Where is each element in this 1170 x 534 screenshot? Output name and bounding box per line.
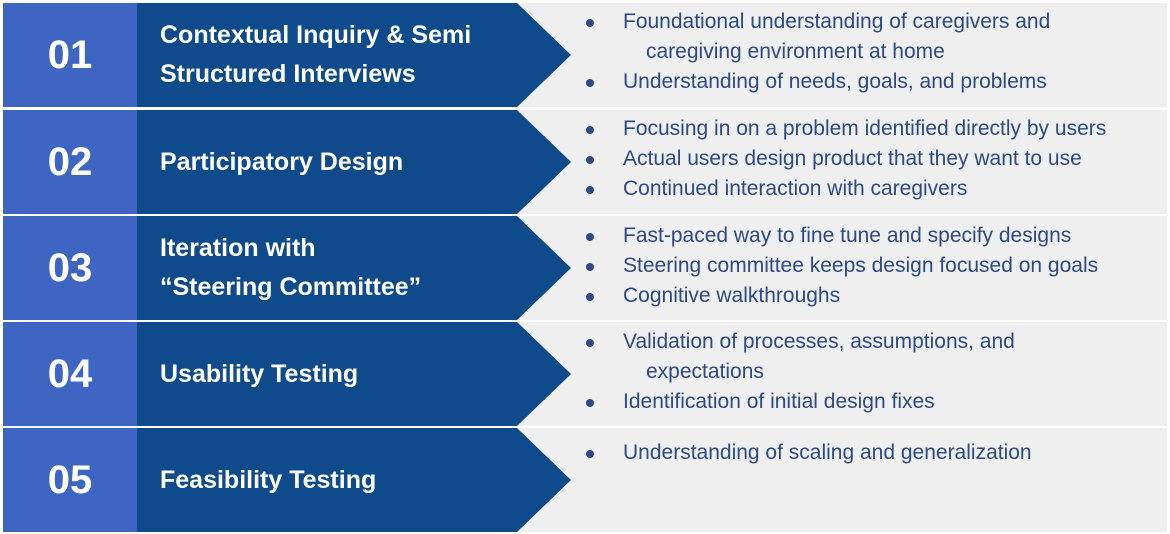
bullet-dot-icon	[586, 79, 594, 87]
step-arrow-polygon	[137, 322, 571, 426]
bullet-item: Continued interaction with caregivers	[578, 174, 1164, 204]
step-title: Contextual Inquiry & Semi Structured Int…	[160, 21, 472, 88]
bullet-item: Cognitive walkthroughs	[578, 281, 1164, 311]
bullet-item: Fast-paced way to fine tune and specify …	[578, 221, 1164, 251]
bullet-text: Understanding of needs, goals, and probl…	[623, 70, 1047, 93]
bullet-dot-icon	[586, 156, 594, 164]
step-number: 05	[47, 457, 93, 502]
step-arrow-shape	[137, 3, 571, 107]
bullet-item: Understanding of scaling and generalizat…	[578, 438, 1164, 468]
step-title-container: Contextual Inquiry & Semi Structured Int…	[160, 3, 520, 107]
bullet-text: Validation of processes, assumptions, an…	[623, 330, 1015, 353]
bullet-item: Focusing in on a problem identified dire…	[578, 114, 1164, 144]
step-title: Iteration with “Steering Committee”	[160, 234, 422, 301]
bullet-dot-icon	[586, 233, 594, 241]
step-row-04: 04 Usability Testing	[3, 322, 1167, 426]
step-title: Participatory Design	[160, 147, 404, 176]
bullet-item: Identification of initial design fixes	[578, 387, 1164, 417]
bullet-dot-icon	[586, 263, 594, 271]
step-number-box: 05	[3, 428, 137, 532]
step-arrow-polygon	[137, 428, 571, 532]
bullet-item: Actual users design product that they wa…	[578, 144, 1164, 174]
step-title: Usability Testing	[160, 359, 359, 388]
step-arrow-shape	[137, 216, 571, 320]
bullet-text: Understanding of scaling and generalizat…	[623, 441, 1032, 464]
bullet-item: Validation of processes, assumptions, an…	[578, 327, 1164, 387]
step-number: 04	[47, 351, 93, 396]
bullet-text: Focusing in on a problem identified dire…	[623, 117, 1107, 140]
step-arrow-polygon	[137, 216, 571, 320]
step-title-container: Usability Testing	[160, 322, 520, 426]
step-arrow-polygon	[137, 110, 571, 214]
step-number-box: 04	[3, 322, 137, 426]
bullet-dot-icon	[586, 399, 594, 407]
step-title-container: Feasibility Testing	[160, 428, 520, 532]
bullet-text: Steering committee keeps design focused …	[623, 254, 1099, 277]
bullet-text-continuation: caregiving environment at home	[646, 40, 945, 63]
bullet-text: Cognitive walkthroughs	[623, 284, 841, 307]
bullet-dot-icon	[586, 339, 594, 347]
step-number: 03	[47, 245, 93, 290]
bullet-text: Continued interaction with caregivers	[623, 177, 968, 200]
step-title: Feasibility Testing	[160, 465, 377, 494]
step-bullet-list: Focusing in on a problem identified dire…	[578, 114, 1164, 204]
bullet-dot-icon	[586, 186, 594, 194]
bullet-dot-icon	[586, 19, 594, 27]
step-number: 02	[47, 139, 93, 184]
bullet-item: Understanding of needs, goals, and probl…	[578, 67, 1164, 97]
step-bullet-list: Foundational understanding of caregivers…	[578, 7, 1164, 97]
bullet-dot-icon	[586, 126, 594, 134]
step-number-box: 03	[3, 216, 137, 320]
step-bullet-list: Validation of processes, assumptions, an…	[578, 327, 1164, 417]
bullet-dot-icon	[586, 293, 594, 301]
step-arrow-polygon	[137, 3, 571, 107]
step-bullet-list: Fast-paced way to fine tune and specify …	[578, 221, 1164, 311]
step-row-03: 03 Iteration with “Steering Committee”	[3, 216, 1167, 320]
bullet-text: Foundational understanding of caregivers…	[623, 10, 1051, 33]
step-number-box: 01	[3, 3, 137, 107]
bullet-text-continuation: expectations	[646, 360, 764, 383]
step-title-container: Iteration with “Steering Committee”	[160, 216, 520, 320]
step-title-container: Participatory Design	[160, 110, 520, 214]
step-arrow-shape	[137, 110, 571, 214]
step-row-01: 01 Contextual Inquiry & Semi Structured I…	[3, 3, 1167, 107]
bullet-item: Steering committee keeps design focused …	[578, 251, 1164, 281]
step-arrow-shape	[137, 322, 571, 426]
bullet-text: Actual users design product that they wa…	[623, 147, 1082, 170]
bullet-text: Fast-paced way to fine tune and specify …	[623, 224, 1072, 247]
step-row-02: 02 Participatory Design	[3, 110, 1167, 214]
bullet-item: Foundational understanding of caregivers…	[578, 7, 1164, 67]
step-bullet-list: Understanding of scaling and generalizat…	[578, 438, 1164, 468]
bullet-text: Identification of initial design fixes	[623, 390, 935, 413]
step-arrow-shape	[137, 428, 571, 532]
bullet-dot-icon	[586, 450, 594, 458]
step-row-05: 05 Feasibility Testing	[3, 428, 1167, 532]
step-number-box: 02	[3, 110, 137, 214]
step-number: 01	[47, 32, 93, 77]
